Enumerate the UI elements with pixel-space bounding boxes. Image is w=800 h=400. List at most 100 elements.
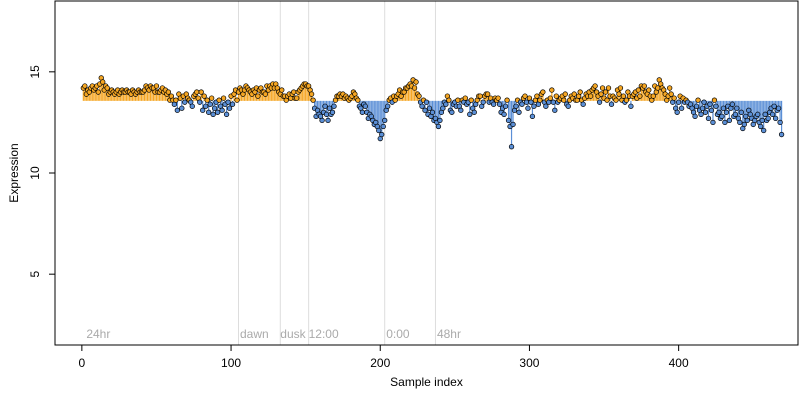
expression-point-348 xyxy=(599,85,606,91)
expression-point-382 xyxy=(650,93,656,99)
expression-point-143 xyxy=(294,95,300,101)
expression-point-232 xyxy=(426,105,433,111)
y-tick-label-1: 10 xyxy=(28,166,42,180)
expression-point-73 xyxy=(189,103,195,109)
expression-point-296 xyxy=(522,93,528,99)
expression-point-165 xyxy=(326,105,333,111)
expression-point-464 xyxy=(772,115,779,122)
expression-point-160 xyxy=(319,117,325,124)
expression-point-154 xyxy=(310,97,316,103)
expression-point-278 xyxy=(495,95,501,101)
expression-point-229 xyxy=(422,107,428,113)
expression-point-184 xyxy=(355,97,361,103)
y-tick-label-2: 15 xyxy=(28,65,42,79)
expression-point-399 xyxy=(675,99,682,105)
expression-point-364 xyxy=(623,97,630,103)
expression-point-85 xyxy=(207,101,213,107)
expression-point-431 xyxy=(723,109,730,115)
expression-point-268 xyxy=(480,99,486,105)
expression-point-251 xyxy=(455,97,461,103)
expression-point-294 xyxy=(519,101,525,107)
expression-point-86 xyxy=(209,95,215,101)
phase-annotation-0: 24hr xyxy=(86,327,110,341)
expression-point-411 xyxy=(693,103,700,109)
expression-point-279 xyxy=(496,101,503,107)
expression-point-202 xyxy=(382,117,388,124)
expression-point-354 xyxy=(608,101,615,107)
expression-point-247 xyxy=(449,109,455,115)
expression-point-187 xyxy=(359,109,365,115)
expression-point-315 xyxy=(550,99,556,105)
expression-point-420 xyxy=(707,101,713,107)
expression-point-83 xyxy=(204,97,210,103)
expression-point-415 xyxy=(699,105,706,111)
expression-point-163 xyxy=(323,111,330,117)
x-tick-label-2: 200 xyxy=(370,356,390,370)
expression-point-100 xyxy=(229,101,236,107)
expression-point-243 xyxy=(443,101,449,107)
expression-point-441 xyxy=(738,109,744,115)
phase-annotation-3: 12:00 xyxy=(309,327,339,341)
expression-point-443 xyxy=(741,121,747,128)
plot-frame xyxy=(54,0,799,346)
expression-point-82 xyxy=(203,103,209,109)
expression-point-13 xyxy=(100,79,106,85)
expression-point-141 xyxy=(291,89,297,95)
expression-point-245 xyxy=(446,97,452,103)
expression-point-385 xyxy=(655,85,661,91)
expression-point-435 xyxy=(729,101,736,107)
expression-point-414 xyxy=(698,111,704,117)
expression-point-297 xyxy=(523,99,530,105)
expression-point-367 xyxy=(628,103,634,109)
expression-point-419 xyxy=(705,115,712,122)
expression-point-88 xyxy=(211,105,218,111)
expression-point-98 xyxy=(226,105,233,111)
expression-point-200 xyxy=(379,131,385,138)
expression-point-68 xyxy=(182,99,188,105)
expression-point-287 xyxy=(508,144,515,150)
expression-point-438 xyxy=(734,105,740,111)
expression-point-423 xyxy=(711,97,718,103)
expression-point-357 xyxy=(613,97,619,103)
expression-point-325 xyxy=(565,103,571,109)
expression-point-285 xyxy=(505,117,512,124)
expression-point-103 xyxy=(234,97,240,103)
expression-point-373 xyxy=(637,93,643,99)
x-tick-label-0: 0 xyxy=(79,356,86,370)
expression-point-429 xyxy=(720,105,727,111)
expression-point-298 xyxy=(525,105,531,111)
expression-point-62 xyxy=(173,97,179,103)
expression-point-238 xyxy=(435,123,442,130)
expression-point-452 xyxy=(755,111,761,117)
expression-point-360 xyxy=(617,85,624,91)
expression-point-350 xyxy=(602,89,609,95)
expression-point-396 xyxy=(671,95,677,101)
expression-point-322 xyxy=(561,97,567,103)
expression-point-80 xyxy=(200,107,206,113)
phase-annotation-4: 0:00 xyxy=(386,327,410,341)
expression-point-422 xyxy=(710,119,716,126)
expression-point-133 xyxy=(279,87,285,93)
expression-point-398 xyxy=(674,109,680,115)
expression-point-372 xyxy=(635,87,642,93)
expression-point-87 xyxy=(210,111,216,117)
expression-point-266 xyxy=(477,93,483,99)
expression-point-416 xyxy=(701,99,707,105)
expression-point-167 xyxy=(329,109,336,115)
expression-point-164 xyxy=(325,117,331,124)
expression-point-329 xyxy=(571,91,577,97)
expression-point-94 xyxy=(220,95,227,101)
expression-point-440 xyxy=(737,119,743,126)
expression-point-49 xyxy=(153,83,160,89)
expression-point-283 xyxy=(502,103,509,109)
expression-point-198 xyxy=(376,127,382,134)
expression-point-223 xyxy=(413,79,419,85)
expression-point-335 xyxy=(580,101,586,107)
expression-point-262 xyxy=(471,109,477,115)
expression-point-10 xyxy=(95,89,101,95)
expression-point-153 xyxy=(308,91,315,97)
expression-point-433 xyxy=(726,117,733,124)
expression-point-393 xyxy=(667,85,673,91)
expression-point-310 xyxy=(543,103,549,109)
expression-point-256 xyxy=(462,95,468,101)
